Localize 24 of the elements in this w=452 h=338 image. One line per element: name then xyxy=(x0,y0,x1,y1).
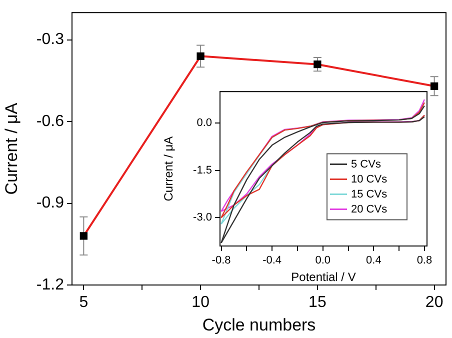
x-tick-label: 10 xyxy=(192,294,210,312)
x-tick-label: 0.0 xyxy=(315,254,331,267)
x-tick-label: 0.8 xyxy=(416,254,432,267)
x-axis-title: Cycle numbers xyxy=(202,315,316,334)
y-tick-label: -0.6 xyxy=(36,112,64,130)
x-axis-title: Potential / V xyxy=(291,270,356,284)
y-tick-label: -1.2 xyxy=(36,276,64,294)
y-axis-title: Current / μA xyxy=(2,102,21,195)
x-tick-label: 0.4 xyxy=(366,254,382,267)
legend-label: 15 CVs xyxy=(351,188,388,200)
y-tick-label: -3.0 xyxy=(193,212,212,224)
x-tick-label: 15 xyxy=(308,294,326,312)
x-tick-label: 5 xyxy=(79,294,88,312)
legend-label: 10 CVs xyxy=(351,173,388,186)
legend-label: 5 CVs xyxy=(351,158,382,170)
y-tick-label: -1.5 xyxy=(193,164,212,176)
x-tick-label: -0.8 xyxy=(212,254,231,267)
y-axis-title: Current / μA xyxy=(162,136,176,202)
x-tick-label: -0.4 xyxy=(262,254,282,267)
y-tick-label: 0.0 xyxy=(196,117,212,130)
y-tick-label: -0.3 xyxy=(36,31,64,48)
x-tick-label: 20 xyxy=(425,294,444,312)
legend-label: 20 CVs xyxy=(351,203,388,216)
y-tick-label: -0.9 xyxy=(36,194,64,212)
